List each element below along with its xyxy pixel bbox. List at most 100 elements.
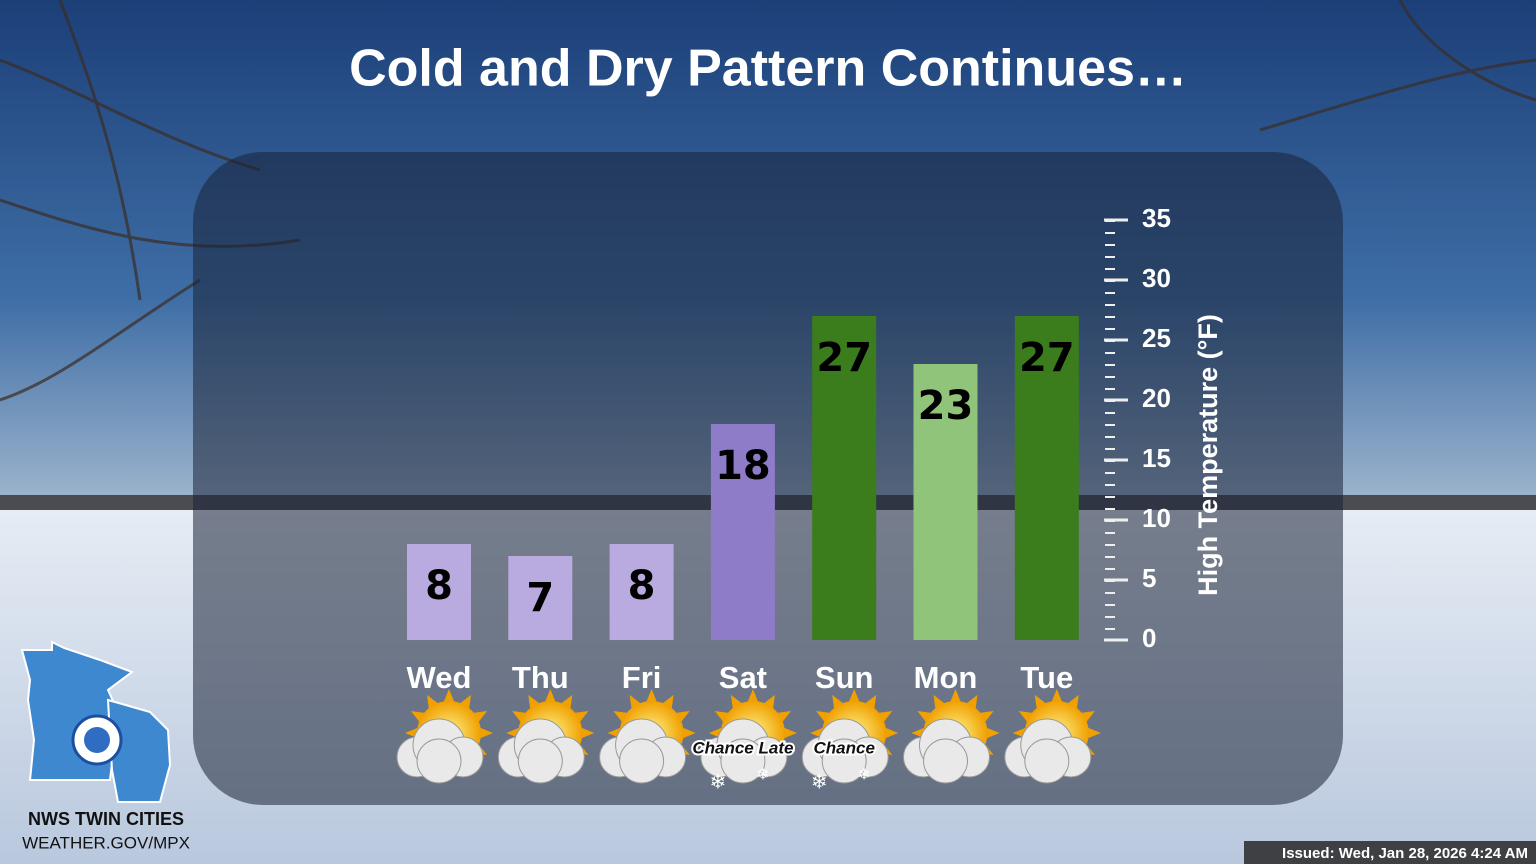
sun-ray [1086,727,1101,739]
sun-ray [1018,711,1035,724]
sun-ray [458,694,471,711]
sun-ray [762,694,775,711]
sun-ray [559,694,573,711]
snow: ❄ [811,770,828,794]
y-tick-label: 30 [1142,263,1171,293]
cloud [923,738,968,784]
cloud [517,738,563,784]
cloud [821,738,867,784]
sun-ray [775,711,792,724]
sun-ray [410,711,427,724]
x-tick-label: Fri [622,660,662,695]
sun-ray [883,727,899,739]
cloud [416,738,462,784]
cloud [720,738,766,784]
sun-ray [661,694,674,711]
sun-ray [1079,711,1095,724]
y-tick-label: 0 [1142,623,1156,653]
sun-ray [933,694,946,711]
y-tick-label: 20 [1142,383,1171,413]
snow: ❄ [756,765,769,784]
icon-label: Chance [813,738,874,757]
cloud [619,738,665,784]
sun-ray [1034,694,1048,711]
sun-ray [572,711,589,724]
bar [710,424,775,640]
bar [609,544,674,640]
sun-ray [714,711,731,724]
sun-ray [1066,694,1079,711]
sun-ray [629,694,643,711]
value-label: 23 [918,383,974,429]
x-tick-label: Tue [1020,660,1073,695]
sun-ray [730,694,744,711]
sun-ray [782,727,797,739]
value-label: 27 [1019,335,1075,381]
x-tick-label: Sun [815,660,874,695]
weather-icon [599,689,696,784]
x-tick-label: Wed [407,660,472,695]
value-label: 18 [715,443,771,489]
sun-ray [965,694,978,711]
y-tick-label: 5 [1142,563,1156,593]
sun-ray [917,711,934,724]
weather-icon [903,689,1000,784]
tree-branches [0,0,1536,402]
y-axis-label: High Temperature (°F) [1193,314,1223,596]
value-label: 8 [628,563,656,609]
sun-ray [984,727,1000,739]
sun-ray [949,689,962,704]
sun-ray [863,694,877,711]
snow: ❄ [710,770,727,794]
bar [913,364,978,640]
y-tick-label: 35 [1142,203,1171,233]
sun-ray [816,711,832,724]
sun-ray [471,711,488,724]
sun-ray [613,711,630,724]
website: WEATHER.GOV/MPX [22,833,190,852]
weather-icon [1004,689,1101,784]
sun-ray [674,711,690,724]
sun-ray [645,689,658,704]
icon-label: Chance Late [692,738,793,757]
x-tick-label: Mon [914,660,978,695]
sun-ray [478,727,493,739]
sun-ray [746,689,759,704]
value-label: 27 [816,335,872,381]
weather-icon [497,689,595,784]
weather-icon: ❄ ❄ Chance [801,689,899,794]
sun-ray [1050,689,1063,704]
value-label: 7 [526,575,554,621]
weather-icon [396,689,493,784]
x-tick-label: Sat [719,660,767,695]
sun-ray [848,689,861,704]
issued-time: Issued: Wed, Jan 28, 2026 4:24 AM [1244,841,1536,864]
snow: ❄ [857,765,870,784]
y-tick-label: 25 [1142,323,1171,353]
x-tick-label: Thu [512,660,569,695]
y-tick-label: 15 [1142,443,1171,473]
value-label: 8 [425,563,453,609]
bar [508,556,573,640]
bar [812,316,877,640]
sun-ray [427,694,440,711]
bar [1014,316,1079,640]
chart-title: Cold and Dry Pattern Continues… [349,40,1187,98]
y-tick-label: 10 [1142,503,1171,533]
sun-ray [579,727,595,739]
sun-ray [876,711,893,724]
sun-ray [528,694,541,711]
weather-icon: ❄ ❄ Chance Late [690,689,797,794]
cloud [1024,738,1070,784]
sun-ray [681,727,696,739]
sun-ray [977,711,994,724]
office-name: NWS TWIN CITIES [28,809,184,829]
sun-ray [443,689,455,704]
logo [20,640,172,803]
sun-ray [832,694,845,711]
bar [407,544,471,640]
sun-ray [544,689,557,704]
sun-ray [512,711,528,724]
